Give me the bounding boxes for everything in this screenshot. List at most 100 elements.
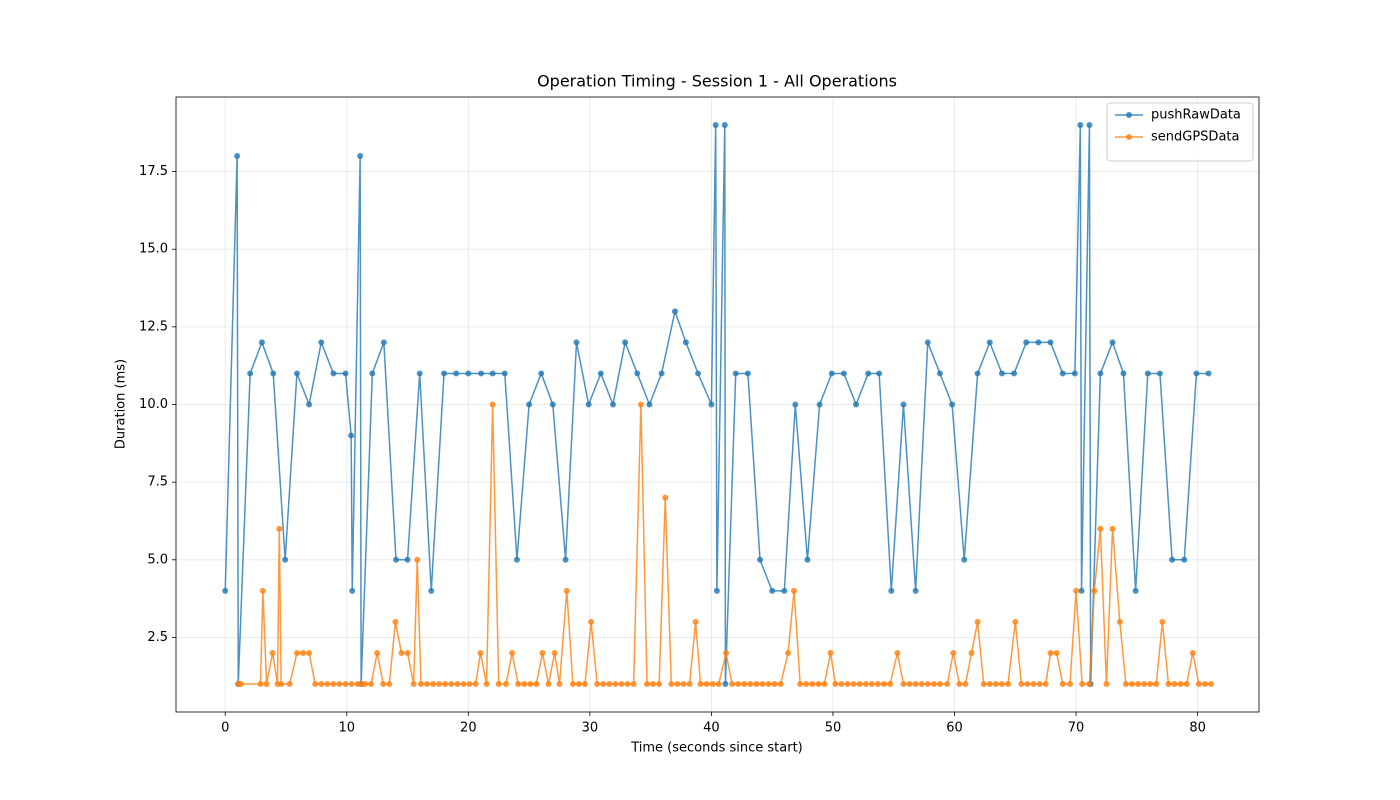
- data-point: [732, 370, 739, 377]
- data-point: [417, 681, 424, 688]
- data-point: [521, 681, 528, 688]
- data-point: [483, 681, 490, 688]
- data-point: [276, 525, 283, 532]
- x-tick-label: 40: [703, 721, 720, 736]
- y-tick-label: 17.5: [139, 164, 168, 179]
- data-point: [986, 339, 993, 346]
- x-tick-label: 10: [339, 721, 356, 736]
- data-point: [404, 649, 411, 656]
- data-point: [477, 649, 484, 656]
- data-point: [888, 587, 895, 594]
- data-point: [1079, 681, 1086, 688]
- data-point: [618, 681, 625, 688]
- data-point: [744, 370, 751, 377]
- data-point: [850, 681, 857, 688]
- data-point: [874, 681, 881, 688]
- data-point: [674, 681, 681, 688]
- series-line: [238, 404, 1211, 685]
- data-point: [453, 370, 460, 377]
- data-point: [404, 556, 411, 563]
- data-point: [816, 401, 823, 408]
- data-point: [448, 681, 455, 688]
- legend-marker: [1126, 112, 1132, 118]
- data-point: [804, 556, 811, 563]
- data-point: [278, 681, 285, 688]
- data-point: [478, 370, 485, 377]
- data-point: [708, 401, 715, 408]
- data-point: [1071, 370, 1078, 377]
- legend: pushRawData sendGPSData: [1106, 102, 1254, 162]
- data-point: [1132, 587, 1139, 594]
- data-point: [342, 681, 349, 688]
- data-point: [712, 121, 719, 128]
- data-point: [1159, 618, 1166, 625]
- data-point: [844, 681, 851, 688]
- data-point: [282, 556, 289, 563]
- data-point: [293, 649, 300, 656]
- data-point: [1122, 681, 1129, 688]
- data-point: [1135, 681, 1142, 688]
- data-point: [1153, 681, 1160, 688]
- data-point: [306, 649, 313, 656]
- x-tick-label: 20: [460, 721, 477, 736]
- data-point: [949, 401, 956, 408]
- data-point: [692, 618, 699, 625]
- data-point: [741, 681, 748, 688]
- data-point: [1141, 681, 1148, 688]
- data-point: [821, 681, 828, 688]
- data-point: [539, 649, 546, 656]
- data-point: [1156, 370, 1163, 377]
- data-point: [503, 681, 510, 688]
- data-point: [1091, 587, 1098, 594]
- data-point: [489, 370, 496, 377]
- data-point: [270, 370, 277, 377]
- data-point: [257, 681, 264, 688]
- data-point: [757, 556, 764, 563]
- data-point: [1053, 649, 1060, 656]
- data-point: [962, 681, 969, 688]
- plot-frame: [175, 96, 1260, 713]
- data-point: [286, 681, 293, 688]
- data-point: [1036, 681, 1043, 688]
- data-point: [630, 681, 637, 688]
- data-point: [369, 370, 376, 377]
- series-line: [224, 124, 1209, 685]
- data-point: [713, 587, 720, 594]
- data-point: [668, 681, 675, 688]
- data-point: [624, 681, 631, 688]
- data-point: [1169, 556, 1176, 563]
- data-point: [703, 681, 710, 688]
- data-point: [380, 339, 387, 346]
- x-tick-label: 80: [1189, 721, 1206, 736]
- data-point: [234, 153, 241, 160]
- data-point: [1144, 370, 1151, 377]
- data-point: [658, 370, 665, 377]
- data-point: [1086, 681, 1093, 688]
- data-point: [634, 370, 641, 377]
- data-point: [992, 681, 999, 688]
- data-point: [729, 681, 736, 688]
- data-point: [247, 370, 254, 377]
- data-point: [961, 556, 968, 563]
- data-point: [465, 370, 472, 377]
- data-point: [1097, 525, 1104, 532]
- y-tick-label: 15.0: [139, 242, 168, 257]
- data-point: [393, 556, 400, 563]
- data-point: [222, 587, 229, 594]
- data-point: [827, 649, 834, 656]
- data-point: [428, 587, 435, 594]
- data-point: [609, 401, 616, 408]
- data-point: [562, 556, 569, 563]
- data-point: [495, 681, 502, 688]
- data-point: [1183, 681, 1190, 688]
- data-point: [865, 370, 872, 377]
- data-point: [686, 681, 693, 688]
- y-tick-label: 12.5: [139, 319, 168, 334]
- data-point: [721, 121, 728, 128]
- data-point: [868, 681, 875, 688]
- data-point: [501, 370, 508, 377]
- data-point: [1109, 525, 1116, 532]
- data-point: [1018, 681, 1025, 688]
- data-point: [489, 401, 496, 408]
- data-point: [509, 649, 516, 656]
